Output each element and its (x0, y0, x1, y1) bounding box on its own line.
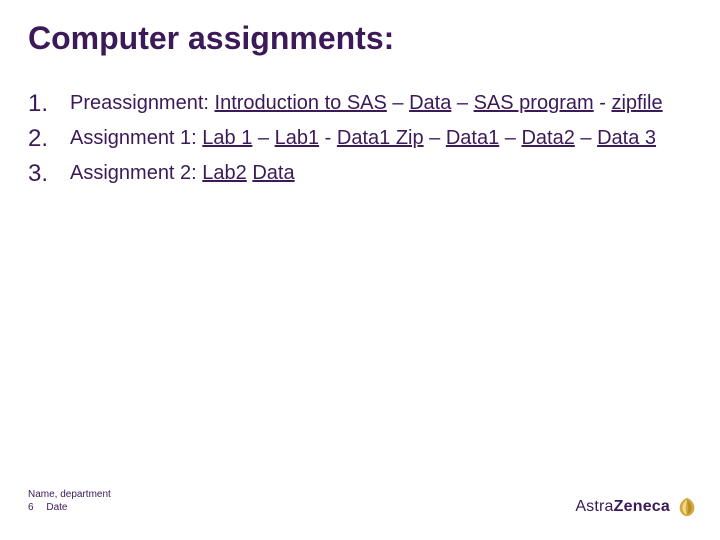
link[interactable]: Data (409, 92, 451, 114)
link[interactable]: Lab 1 (202, 127, 252, 149)
text-run: – (499, 127, 521, 149)
link[interactable]: Data2 (521, 127, 574, 149)
text-run: Assignment 1: (70, 127, 202, 149)
item-text: Assignment 1: Lab 1 – Lab1 - Data1 Zip –… (70, 127, 656, 149)
link[interactable]: Data1 (446, 127, 499, 149)
link[interactable]: Introduction to SAS (215, 92, 387, 114)
link[interactable]: Data 3 (597, 127, 656, 149)
logo-part2: Zeneca (614, 498, 670, 515)
link[interactable]: Lab1 (275, 127, 320, 149)
logo-part1: Astra (575, 498, 613, 515)
link[interactable]: zipfile (611, 92, 662, 114)
list-item: Assignment 2: Lab2 Data (28, 160, 688, 187)
content-area: Preassignment: Introduction to SAS – Dat… (28, 90, 688, 195)
text-run: - (594, 92, 612, 114)
text-run: – (387, 92, 409, 114)
company-logo: AstraZeneca (575, 496, 698, 518)
text-run: – (451, 92, 473, 114)
logo-text: AstraZeneca (575, 498, 670, 516)
link[interactable]: Lab2 (202, 162, 247, 184)
assignment-list: Preassignment: Introduction to SAS – Dat… (28, 90, 688, 187)
link[interactable]: Data (252, 162, 294, 184)
footer-meta: Name, department 6 Date (28, 488, 111, 514)
text-run: – (252, 127, 274, 149)
list-item: Preassignment: Introduction to SAS – Dat… (28, 90, 688, 117)
slide: Computer assignments: Preassignment: Int… (0, 0, 720, 540)
list-item: Assignment 1: Lab 1 – Lab1 - Data1 Zip –… (28, 125, 688, 152)
text-run: - (319, 127, 337, 149)
text-run: – (575, 127, 597, 149)
item-text: Preassignment: Introduction to SAS – Dat… (70, 92, 663, 114)
footer-name-dept: Name, department (28, 488, 111, 501)
link[interactable]: Data1 Zip (337, 127, 424, 149)
slide-title: Computer assignments: (28, 20, 394, 57)
page-number: 6 (28, 501, 34, 514)
text-run: Assignment 2: (70, 162, 202, 184)
footer-date: Date (46, 502, 67, 513)
text-run: – (424, 127, 446, 149)
text-run: Preassignment: (70, 92, 215, 114)
link[interactable]: SAS program (474, 92, 594, 114)
footer-page-date: 6 Date (28, 501, 111, 514)
astrazeneca-icon (676, 496, 698, 518)
item-text: Assignment 2: Lab2 Data (70, 162, 295, 184)
